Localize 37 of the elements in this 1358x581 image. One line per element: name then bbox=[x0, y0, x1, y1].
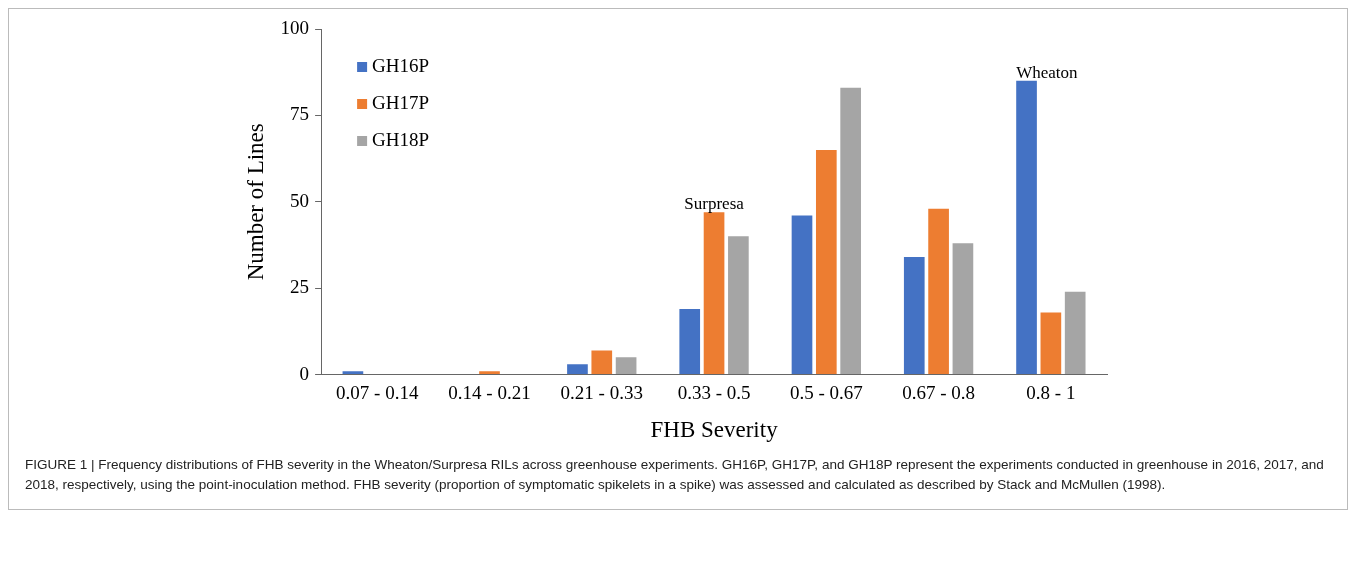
annotation: Wheaton bbox=[1016, 62, 1079, 82]
legend-label: GH17P bbox=[372, 91, 430, 113]
annotation: Surpresa bbox=[684, 194, 745, 214]
y-axis-title: Number of Lines bbox=[242, 123, 268, 281]
bar bbox=[615, 357, 637, 375]
legend-label: GH18P bbox=[372, 128, 430, 150]
bar bbox=[1040, 312, 1062, 375]
y-tick-label: 100 bbox=[280, 16, 310, 38]
bar bbox=[928, 208, 949, 375]
x-tick-label: 0.67 - 0.8 bbox=[902, 381, 976, 403]
x-tick-label: 0.14 - 0.21 bbox=[448, 381, 531, 403]
y-tick-label: 25 bbox=[290, 276, 310, 298]
x-tick-label: 0.33 - 0.5 bbox=[677, 381, 751, 403]
x-tick-label: 0.21 - 0.33 bbox=[560, 381, 643, 403]
bar bbox=[1064, 291, 1086, 375]
bar bbox=[840, 87, 861, 375]
caption: FIGURE 1 | Frequency distributions of FHB severity in the Wheaton/Surpresa RILs across greenhouse experiments. GH16P, GH17P, and GH18P represent the experiments conducted in greenhouse in 2016, 2017, and 2018, respectively, using the point-inoculation method. FHB severity (proportion of symptomatic spikelets in a spike) was assessed and calculated as described by Stack and McMullen (1998). bbox=[24, 456, 1325, 494]
bar bbox=[952, 243, 974, 375]
bar bbox=[567, 364, 588, 375]
bar bbox=[342, 371, 364, 375]
bar bbox=[679, 308, 701, 375]
x-tick-label: 0.8 - 1 bbox=[1026, 381, 1076, 403]
y-tick-label: 75 bbox=[290, 103, 310, 125]
x-tick-label: 0.07 - 0.14 bbox=[336, 381, 419, 403]
bar bbox=[903, 257, 925, 375]
y-tick-label: 50 bbox=[290, 189, 310, 211]
bar bbox=[1016, 80, 1037, 375]
y-tick-label: 0 bbox=[299, 362, 310, 384]
bar bbox=[815, 149, 837, 375]
x-axis-title: FHB Severity bbox=[650, 417, 779, 443]
bar bbox=[591, 350, 613, 375]
bar bbox=[479, 371, 500, 375]
x-tick-label: 0.5 - 0.67 bbox=[789, 381, 863, 403]
bar bbox=[791, 215, 813, 375]
legend-label: GH16P bbox=[372, 54, 430, 76]
bar bbox=[703, 212, 725, 375]
bar bbox=[728, 236, 749, 375]
